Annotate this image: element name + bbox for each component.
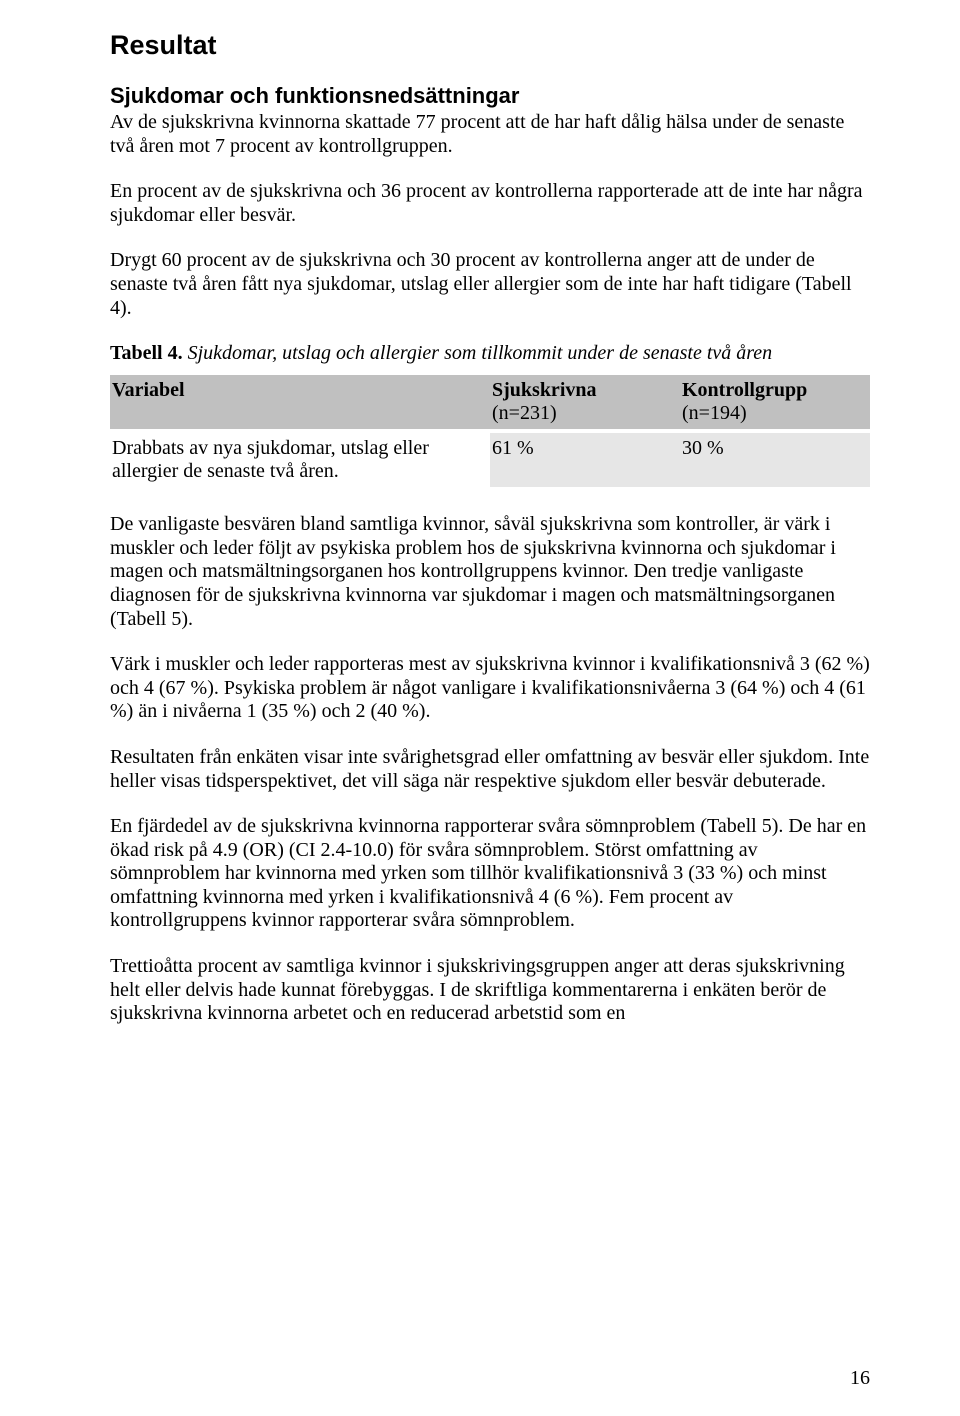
col-sub-2: (n=231)	[492, 402, 557, 424]
page: Resultat Sjukdomar och funktionsnedsättn…	[0, 0, 960, 1416]
paragraph-8: Trettioåtta procent av samtliga kvinnor …	[110, 955, 870, 1026]
col-sub-3: (n=194)	[682, 402, 747, 424]
col-title-3: Kontrollgrupp	[682, 379, 807, 401]
table-4-caption: Tabell 4. Sjukdomar, utslag och allergie…	[110, 342, 870, 365]
paragraph-4: De vanligaste besvären bland samtliga kv…	[110, 513, 870, 631]
paragraph-7: En fjärdedel av de sjukskrivna kvinnorna…	[110, 815, 870, 933]
paragraph-5: Värk i muskler och leder rapporteras mes…	[110, 653, 870, 724]
col-title-2: Sjukskrivna	[492, 379, 597, 401]
paragraph-6: Resultaten från enkäten visar inte svåri…	[110, 746, 870, 793]
table-col-kontrollgrupp: Kontrollgrupp (n=194)	[680, 375, 870, 429]
table-4-caption-text: Sjukdomar, utslag och allergier som till…	[183, 342, 773, 364]
table-row: Drabbats av nya sjukdomar, utslag eller …	[110, 433, 870, 487]
table-cell-kontrollgrupp: 30 %	[680, 433, 870, 487]
heading-resultat: Resultat	[110, 30, 870, 61]
table-cell-sjukskrivna: 61 %	[490, 433, 680, 487]
paragraph-1: Av de sjukskrivna kvinnorna skattade 77 …	[110, 111, 870, 158]
heading-sjukdomar: Sjukdomar och funktionsnedsättningar	[110, 83, 870, 109]
table-4-label: Tabell 4.	[110, 342, 183, 364]
page-number: 16	[850, 1367, 870, 1390]
table-4: Variabel Sjukskrivna (n=231) Kontrollgru…	[110, 375, 870, 487]
table-col-sjukskrivna: Sjukskrivna (n=231)	[490, 375, 680, 429]
col-title-1: Variabel	[112, 379, 185, 401]
paragraph-2: En procent av de sjukskrivna och 36 proc…	[110, 180, 870, 227]
paragraph-3: Drygt 60 procent av de sjukskrivna och 3…	[110, 249, 870, 320]
table-header-row: Variabel Sjukskrivna (n=231) Kontrollgru…	[110, 375, 870, 429]
table-cell-label: Drabbats av nya sjukdomar, utslag eller …	[110, 433, 490, 487]
table-col-variabel: Variabel	[110, 375, 490, 429]
